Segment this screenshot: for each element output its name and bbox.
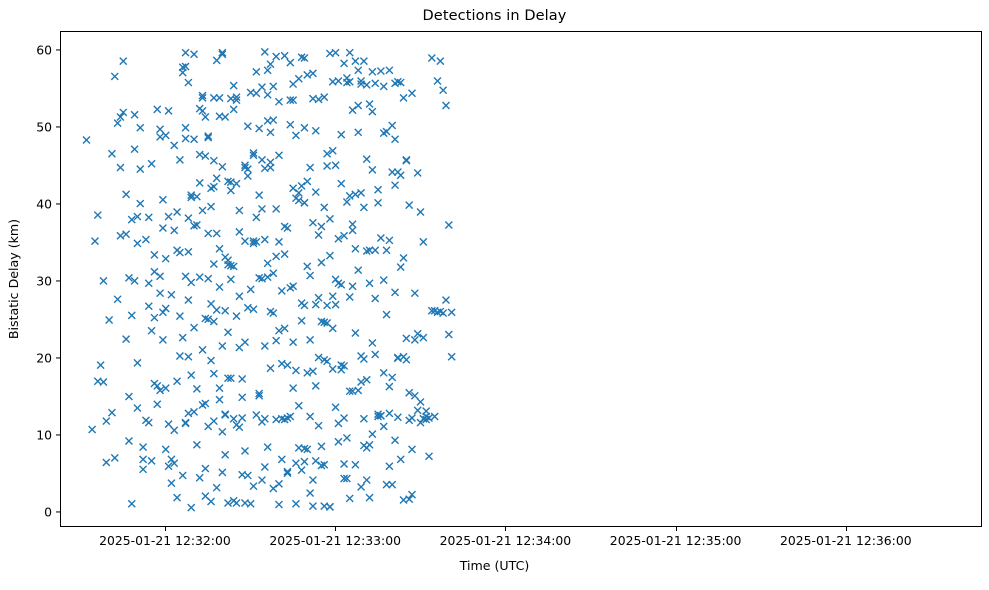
x-tick-mark: [845, 527, 847, 531]
x-tick-label: 2025-01-21 12:35:00: [609, 533, 742, 548]
y-axis-label: Bistatic Delay (km): [6, 218, 21, 340]
x-tick-mark: [335, 527, 337, 531]
x-tick-mark: [505, 527, 507, 531]
page-title: Detections in Delay: [422, 8, 567, 24]
x-tick-label: 2025-01-21 12:32:00: [99, 533, 231, 548]
x-tick-mark: [164, 527, 167, 531]
x-tick-label: 2025-01-21 12:36:00: [780, 533, 912, 548]
x-tick-label: 2025-01-21 12:34:00: [439, 533, 572, 548]
scatter-markers-layer: [82, 47, 456, 512]
x-tick-mark: [675, 527, 677, 531]
plot-area: [60, 31, 982, 527]
x-axis-label: Time (UTC): [459, 558, 530, 573]
x-tick-label: 2025-01-21 12:33:00: [269, 533, 401, 548]
